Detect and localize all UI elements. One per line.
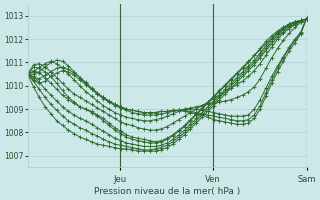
X-axis label: Pression niveau de la mer( hPa ): Pression niveau de la mer( hPa ) (94, 187, 240, 196)
